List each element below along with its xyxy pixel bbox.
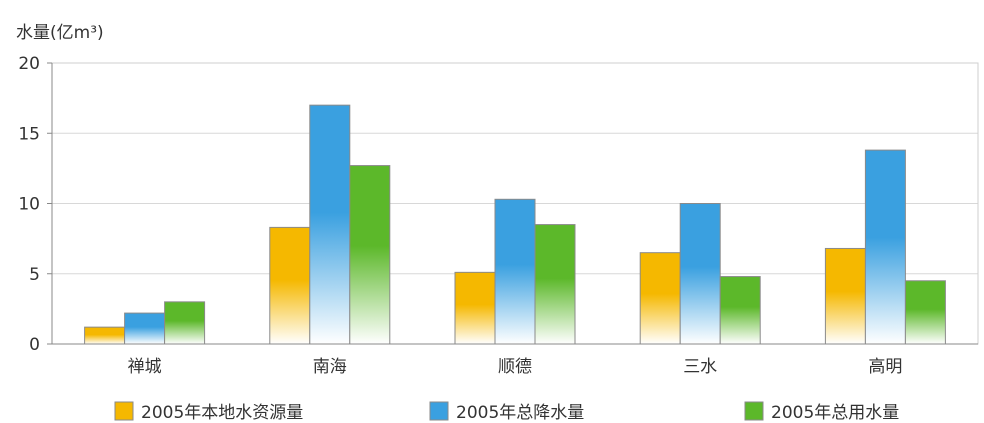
legend-label: 2005年总用水量: [771, 403, 899, 423]
y-tick-label: 15: [18, 124, 40, 144]
legend-swatch: [114, 401, 134, 421]
y-tick-label: 0: [29, 335, 40, 355]
bar: [309, 104, 351, 345]
y-tick-label: 20: [18, 54, 40, 74]
y-axis-title: 水量(亿m³): [16, 23, 104, 43]
bar: [639, 252, 681, 345]
x-tick-label: 顺德: [498, 357, 532, 377]
x-tick-label: 禅城: [128, 357, 162, 377]
bar: [164, 301, 206, 345]
x-tick-label: 南海: [313, 357, 347, 377]
bar: [904, 280, 946, 345]
y-tick-label: 5: [29, 265, 40, 285]
bar: [124, 312, 166, 345]
y-tick-label: 10: [18, 195, 40, 215]
x-tick-label: 高明: [868, 357, 902, 377]
bar: [534, 224, 576, 345]
bar: [454, 271, 496, 345]
legend: 2005年本地水资源量 2005年总降水量 2005年总用水量: [114, 401, 899, 423]
x-tick-labels: 禅城 南海 顺德 三水 高明: [128, 357, 903, 377]
bar: [864, 149, 906, 345]
bar: [349, 165, 391, 345]
bar: [494, 198, 536, 345]
legend-label: 2005年总降水量: [456, 403, 584, 423]
bar: [679, 203, 721, 345]
bar: [719, 276, 761, 345]
x-tick-label: 三水: [683, 357, 717, 377]
bar: [269, 226, 311, 345]
legend-swatch: [429, 401, 449, 421]
bar: [824, 247, 866, 345]
legend-label: 2005年本地水资源量: [141, 403, 303, 423]
legend-swatch: [744, 401, 764, 421]
bar: [84, 326, 126, 345]
bar-layer: [84, 104, 946, 345]
